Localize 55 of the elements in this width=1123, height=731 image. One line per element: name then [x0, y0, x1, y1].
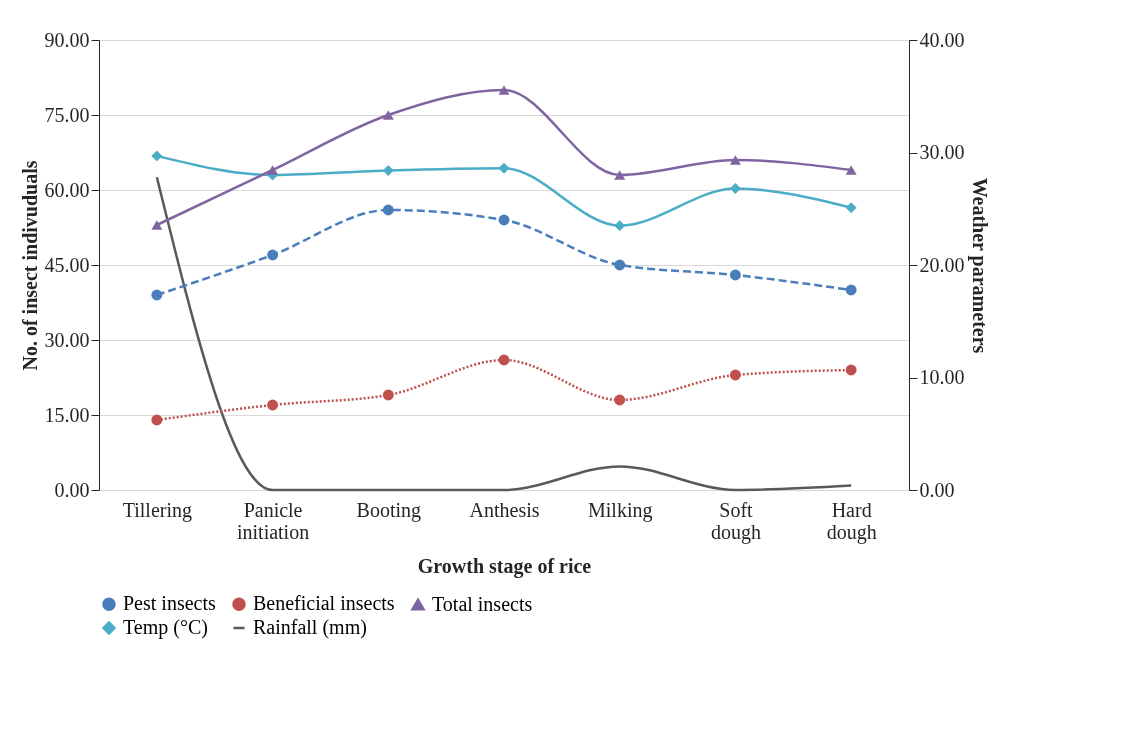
y2-tick-label: 0.00 — [919, 478, 955, 501]
y-tick-label: 60.00 — [44, 178, 90, 201]
y2-tick-label: 20.00 — [919, 253, 965, 276]
point — [267, 165, 279, 175]
legend-label: Temp (°C) — [123, 616, 208, 639]
point — [845, 165, 857, 175]
point — [382, 204, 394, 216]
point — [151, 150, 163, 162]
y-tick-label: 45.00 — [44, 253, 90, 276]
y-tick-label: 75.00 — [44, 103, 90, 126]
y-tick-label: 30.00 — [44, 328, 90, 351]
point — [382, 389, 394, 401]
point — [151, 220, 163, 230]
point — [498, 214, 510, 226]
x-axis-title: Growth stage of rice — [417, 554, 592, 578]
x-tick-label: Soft dough — [710, 498, 761, 544]
legend-label: Rainfall (mm) — [253, 616, 367, 639]
y2-tick-label: 40.00 — [919, 28, 965, 51]
point — [614, 170, 626, 180]
x-tick-label: Booting — [356, 498, 422, 522]
legend-label: Beneficial insects — [253, 592, 395, 615]
point — [498, 354, 510, 366]
y2-axis-title: Weather parameters — [967, 177, 991, 354]
y2-tick-label: 30.00 — [919, 141, 965, 163]
point — [614, 394, 626, 406]
x-tick-label: Hard dough — [826, 498, 877, 544]
point — [729, 369, 741, 381]
legend-label: Total insects — [432, 592, 533, 615]
point — [845, 202, 857, 214]
legend-label: Pest insects — [123, 592, 216, 615]
point — [729, 269, 741, 281]
point — [498, 162, 510, 174]
point — [845, 284, 857, 296]
point — [151, 289, 163, 301]
y-tick-label: 0.00 — [54, 478, 90, 501]
point — [614, 259, 626, 271]
point — [498, 85, 510, 95]
point — [151, 414, 163, 426]
point — [267, 249, 279, 261]
point — [382, 165, 394, 176]
line-series — [155, 176, 853, 492]
point — [382, 110, 394, 120]
y-tick-label: 90.00 — [44, 28, 90, 51]
point — [845, 364, 857, 376]
point — [614, 220, 626, 232]
y2-tick-label: 10.00 — [919, 366, 965, 388]
y-tick-label: 15.00 — [44, 403, 90, 426]
x-tick-label: Panicle initiation — [236, 498, 310, 543]
x-tick-label: Milking — [587, 498, 653, 522]
x-tick-label: Anthesis — [469, 498, 540, 521]
point — [729, 183, 741, 194]
x-tick-label: Tillering — [122, 498, 192, 522]
point — [729, 155, 741, 165]
y-axis-title: No. of insect indivuduals — [18, 160, 41, 371]
point — [267, 399, 279, 411]
